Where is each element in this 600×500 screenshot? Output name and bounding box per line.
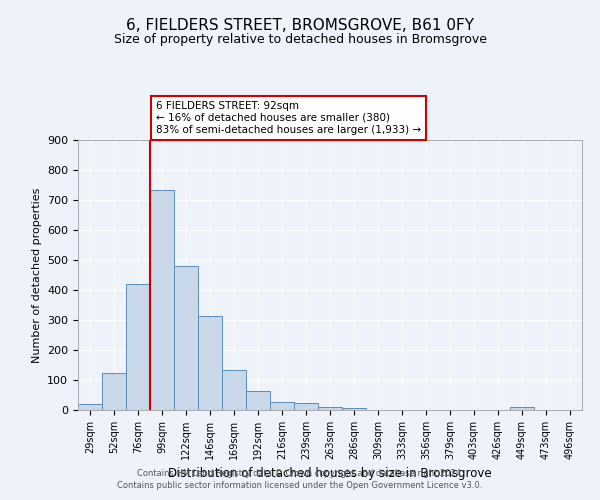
Bar <box>198 316 222 410</box>
Bar <box>150 190 174 410</box>
Text: Contains HM Land Registry data © Crown copyright and database right 2024.
Contai: Contains HM Land Registry data © Crown c… <box>118 468 482 490</box>
Bar <box>294 404 318 410</box>
Bar <box>222 370 246 410</box>
Text: Size of property relative to detached houses in Bromsgrove: Size of property relative to detached ho… <box>113 32 487 46</box>
Bar <box>318 407 342 410</box>
Bar <box>78 404 102 410</box>
Text: 6 FIELDERS STREET: 92sqm
← 16% of detached houses are smaller (380)
83% of semi-: 6 FIELDERS STREET: 92sqm ← 16% of detach… <box>156 102 421 134</box>
Bar <box>246 390 270 410</box>
Bar <box>102 373 126 410</box>
Bar <box>126 284 150 410</box>
Bar <box>342 408 366 410</box>
Y-axis label: Number of detached properties: Number of detached properties <box>32 188 41 362</box>
Bar <box>510 408 534 410</box>
Bar <box>270 402 294 410</box>
Bar <box>174 266 198 410</box>
X-axis label: Distribution of detached houses by size in Bromsgrove: Distribution of detached houses by size … <box>168 468 492 480</box>
Text: 6, FIELDERS STREET, BROMSGROVE, B61 0FY: 6, FIELDERS STREET, BROMSGROVE, B61 0FY <box>126 18 474 32</box>
